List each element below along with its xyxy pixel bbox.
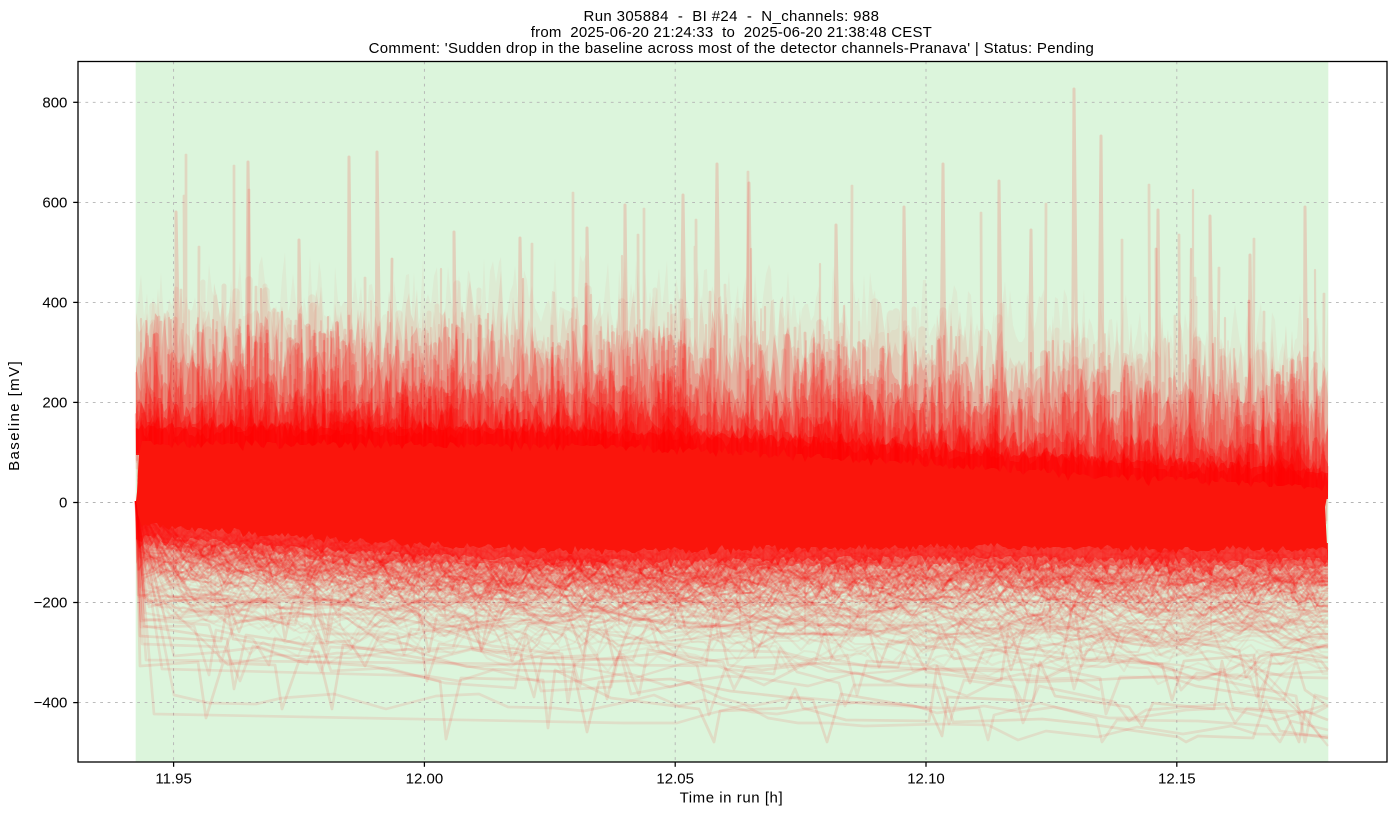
svg-text:−200: −200 (34, 595, 68, 612)
svg-text:−400: −400 (34, 695, 68, 712)
svg-text:12.10: 12.10 (907, 770, 945, 787)
svg-text:400: 400 (42, 295, 67, 312)
svg-text:800: 800 (42, 94, 67, 111)
svg-text:Run 305884 - BI #24 - N_ch: Run 305884 - BI #24 - N_channels: 988 (584, 8, 880, 25)
svg-text:600: 600 (42, 195, 67, 212)
svg-text:12.15: 12.15 (1158, 770, 1196, 787)
svg-text:from 2025-06-20 21:24:33 to: from 2025-06-20 21:24:33 to 2025-06-20 2… (531, 24, 932, 41)
svg-text:12.05: 12.05 (656, 770, 694, 787)
svg-text:Comment: 'Sudden drop in the b: Comment: 'Sudden drop in the baseline ac… (369, 40, 1095, 57)
svg-text:Time in run [h]: Time in run [h] (680, 789, 784, 806)
svg-text:200: 200 (42, 395, 67, 412)
svg-text:0: 0 (59, 495, 67, 512)
svg-text:Baseline [mV]: Baseline [mV] (6, 360, 23, 471)
svg-text:11.95: 11.95 (155, 770, 191, 787)
svg-text:12.00: 12.00 (406, 770, 444, 787)
